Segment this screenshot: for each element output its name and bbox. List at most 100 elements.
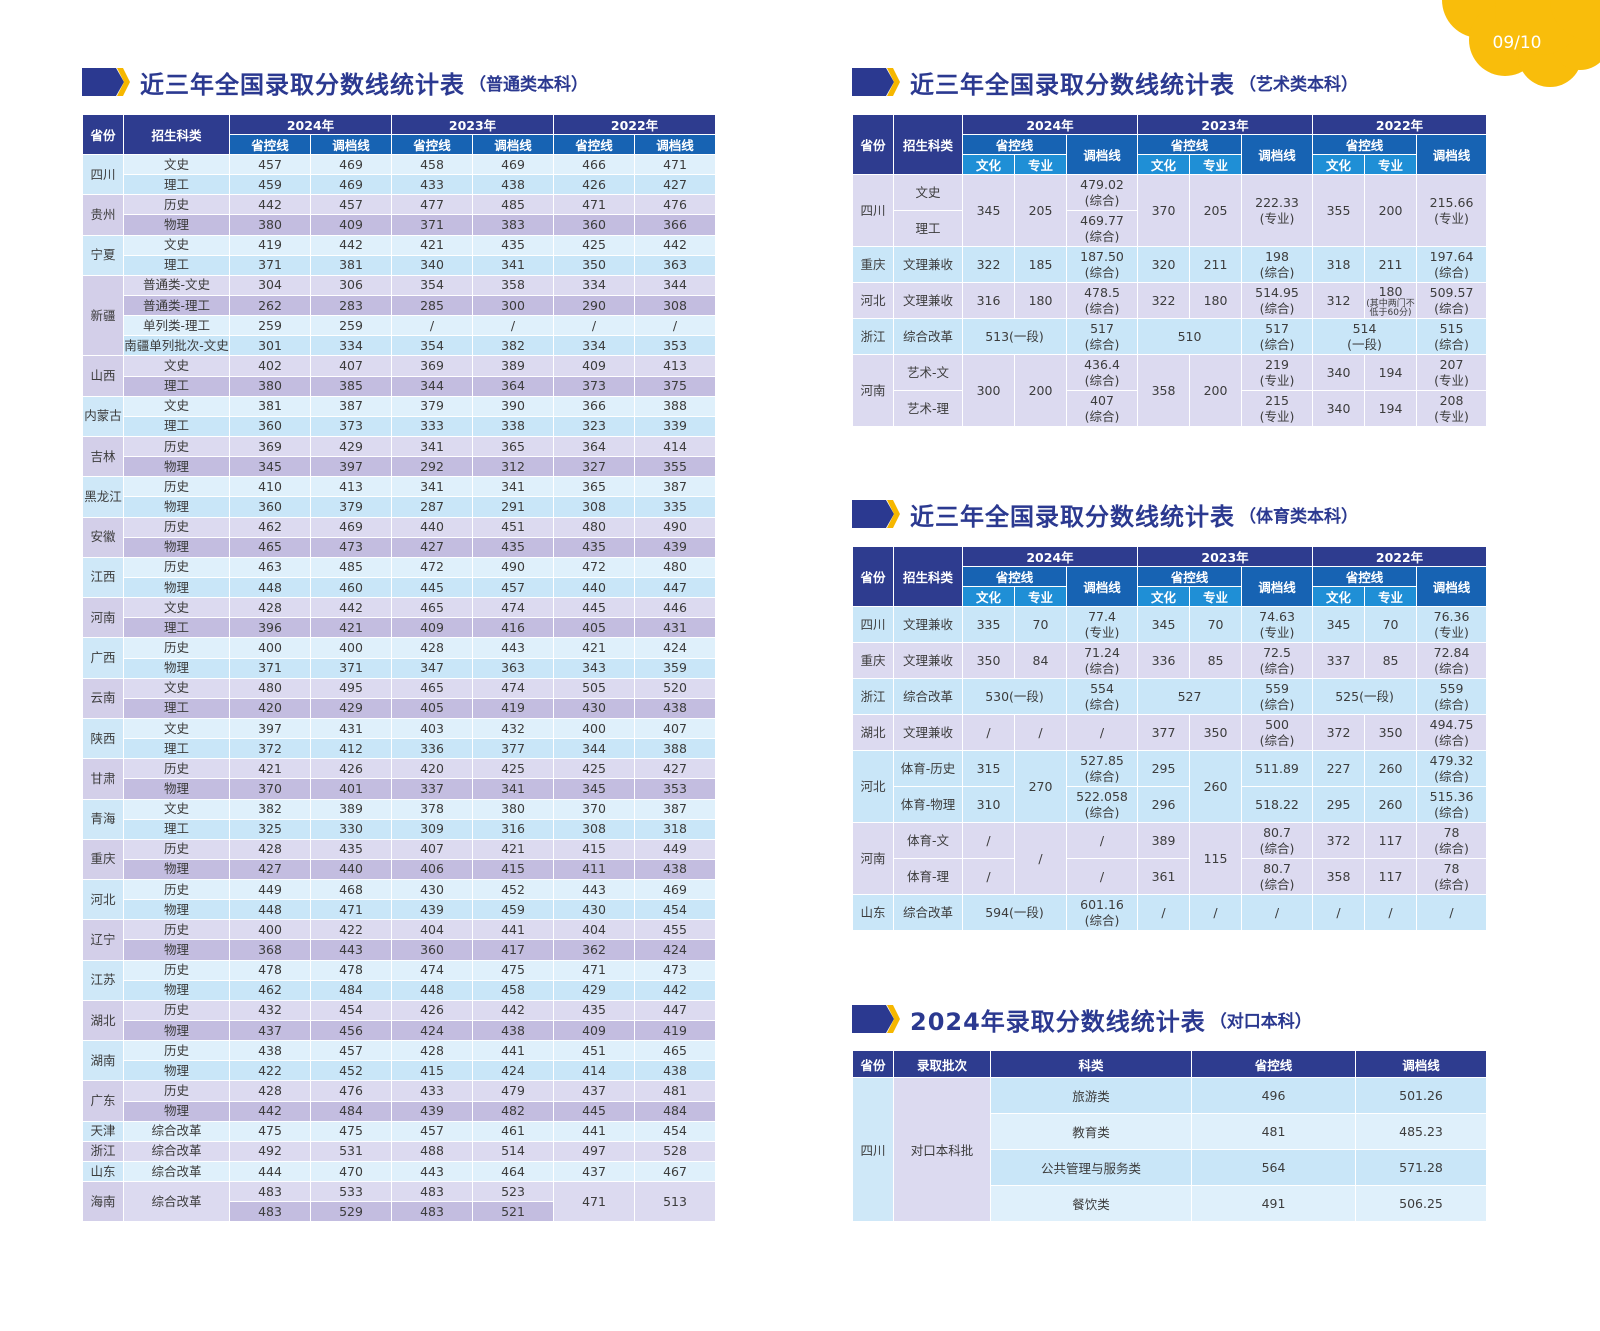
header-row: 省控线 调档线 省控线 调档线 省控线 调档线: [853, 134, 1488, 175]
score-cell: 300: [472, 294, 555, 317]
score-cell: /: [962, 858, 1015, 895]
header-province: 省份: [852, 114, 894, 175]
general-table-title: 近三年全国录取分数线统计表 （普通类本科）: [82, 66, 588, 99]
table-row: 广东 历史 428 476 433 479 437 481: [82, 1080, 717, 1122]
subject-cell: 历史: [123, 435, 230, 458]
subject-cell: 文史: [123, 234, 230, 256]
score-cell: 529: [309, 1201, 393, 1223]
score-cell: /: [1416, 894, 1488, 931]
score-cell: 208 (专业): [1416, 390, 1488, 427]
score-cell: 497: [553, 1140, 636, 1163]
header-year: 2023年: [1137, 546, 1314, 567]
score-cell: 413: [634, 355, 717, 377]
score-cell: 340: [391, 254, 474, 276]
province-cell: 河南: [82, 597, 124, 639]
score-cell: 355: [634, 456, 717, 478]
header-subject: 招生科类: [893, 114, 963, 175]
subject-cell: 历史: [123, 194, 230, 216]
score-cell: 451: [472, 516, 555, 538]
score-cell: 360: [229, 415, 311, 437]
score-cell: 205: [1189, 174, 1243, 247]
score-cell: 490: [634, 516, 717, 538]
table-row: 体育-物理 310 522.058 (综合) 296 518.22 295 260 515.3…: [853, 786, 1488, 823]
table-row: 贵州 历史 442 457 477 485 471 476: [82, 194, 717, 236]
score-cell: 409: [553, 1020, 636, 1042]
score-cell: 402: [229, 355, 311, 377]
score-cell: 479: [472, 1080, 555, 1102]
score-cell: 353: [634, 335, 717, 357]
province-cell: 重庆: [852, 642, 894, 679]
subject-cell: 文史: [123, 395, 230, 417]
province-cell: 湖北: [82, 999, 124, 1042]
score-cell: 385: [309, 375, 393, 397]
score-cell: 综合改革: [893, 318, 963, 355]
score-cell: 454: [634, 899, 717, 921]
score-cell: 363: [472, 657, 555, 679]
score-cell: 337: [391, 778, 474, 800]
score-cell: 422: [309, 919, 393, 941]
score-cell: 283: [309, 294, 393, 317]
score-cell: 510: [1137, 318, 1243, 355]
score-cell: 185: [1014, 246, 1067, 283]
table-row: 物理 437 456 424 438 409 419: [83, 1020, 717, 1042]
score-cell: 365: [553, 476, 636, 498]
score-cell: 259: [309, 315, 393, 337]
table-row: 理工 420 429 405 419 430 438: [83, 697, 717, 719]
score-cell: 475: [309, 1120, 393, 1142]
score-cell: 484: [634, 1100, 717, 1122]
score-cell: 361: [1137, 858, 1191, 895]
score-cell: 404: [553, 919, 636, 941]
table-row: 辽宁 历史 400 422 404 441 404 455: [82, 919, 717, 961]
score-cell: 362: [553, 939, 636, 961]
score-cell: 478: [229, 959, 311, 981]
score-cell: 296: [1137, 786, 1191, 823]
subject-cell: 物理: [123, 657, 230, 679]
score-cell: 421: [472, 838, 555, 860]
header-province: 省份: [852, 1050, 894, 1078]
header-major: 专业: [1364, 586, 1418, 607]
header-year: 2024年: [961, 114, 1139, 135]
score-cell: /: [553, 315, 636, 337]
score-cell: 公共管理与服务类: [990, 1149, 1192, 1186]
score-cell: 375: [634, 375, 717, 397]
score-cell: 270: [1014, 750, 1067, 823]
score-cell: 436.4 (综合): [1065, 354, 1139, 391]
score-cell: 205: [1014, 174, 1067, 247]
score-cell: 518.22: [1241, 786, 1314, 823]
score-cell: 325: [229, 818, 311, 840]
score-cell: 415: [472, 858, 555, 881]
table-row: 浙江 综合改革 530(一段) 554 (综合) 527 559 (综合) 525(一段) 5…: [852, 678, 1488, 715]
score-cell: 505: [553, 677, 636, 699]
score-cell: 440: [553, 576, 636, 599]
subject-cell: 普通类-理工: [123, 294, 230, 317]
province-cell: 海南: [82, 1181, 124, 1223]
score-cell: 492: [229, 1140, 311, 1163]
score-cell: 旅游类: [990, 1077, 1192, 1114]
score-cell: 306: [309, 274, 393, 296]
table-row: 物理 448 471 439 459 430 454: [83, 899, 717, 921]
score-cell: 420: [229, 697, 311, 719]
score-cell: 431: [309, 717, 393, 740]
score-cell: 405: [553, 617, 636, 639]
header-province: 省份: [852, 546, 894, 607]
subject-cell: 历史: [123, 1080, 230, 1102]
subject-cell: 物理: [123, 858, 230, 881]
score-cell: 442: [229, 194, 311, 216]
subject-cell: 物理: [123, 576, 230, 599]
score-cell: 308: [553, 818, 636, 840]
table-row: 餐饮类 491 506.25: [853, 1185, 1487, 1222]
score-cell: /: [1014, 714, 1067, 751]
art-table-title: 近三年全国录取分数线统计表 （艺术类本科）: [852, 66, 1358, 99]
table-row: 物理 427 440 406 415 411 438: [83, 858, 717, 881]
score-cell: 428: [391, 637, 474, 659]
score-cell: 387: [634, 476, 717, 498]
score-cell: 354: [391, 335, 474, 357]
score-cell: 472: [391, 556, 474, 578]
score-cell: 471: [553, 194, 636, 216]
table-row: 浙江 综合改革 492 531 488 514 497 528: [82, 1140, 717, 1163]
score-cell: 380: [229, 375, 311, 397]
table-row: 河北 文理兼收 316 180 478.5 (综合) 322 180 514.95 (综合) 3…: [852, 282, 1488, 319]
score-cell: 358: [1137, 354, 1191, 427]
score-cell: 506.25: [1355, 1185, 1487, 1222]
score-cell: 320: [1137, 246, 1191, 283]
